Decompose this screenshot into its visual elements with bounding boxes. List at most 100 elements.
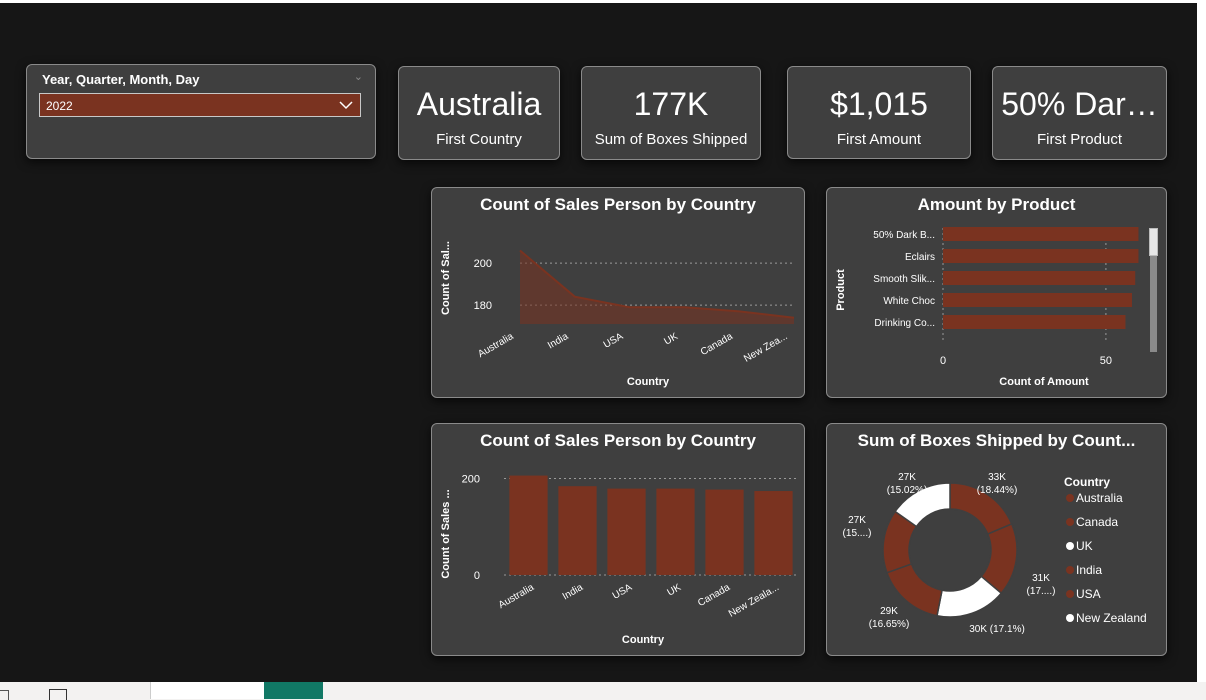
- horizontal-bar-chart: 0 50 50% Dark B... Eclairs Smooth Slik... Whi…: [835, 227, 1139, 388]
- donut-slice: [894, 482, 951, 528]
- y-tick-label: Smooth Slik...: [873, 274, 935, 285]
- donut-chart: 33K (18.44%) 31K (17....) 30K (17.1%) 29K (16.…: [843, 472, 1147, 635]
- x-tick-label: 50: [1100, 355, 1112, 367]
- x-tick-label: UK: [662, 331, 680, 348]
- data-label: 30K (17.1%): [969, 624, 1025, 635]
- x-tick-label: 0: [940, 355, 946, 367]
- legend-marker: [1066, 614, 1074, 622]
- x-tick-label: Australia: [497, 582, 537, 611]
- page-tab[interactable]: [150, 682, 264, 699]
- page-nav-icon[interactable]: [0, 690, 9, 700]
- bar: [943, 315, 1126, 329]
- y-axis-title: Product: [835, 269, 847, 311]
- data-label: 31K: [1032, 573, 1050, 584]
- bar: [754, 491, 793, 575]
- y-tick-label: Eclairs: [905, 252, 935, 263]
- y-tick-label: 50% Dark B...: [873, 230, 935, 241]
- data-label-percent: (15.02%): [887, 485, 928, 496]
- x-tick-label: Canada: [699, 331, 735, 358]
- kpi-value: 50% Dar…: [1001, 86, 1158, 122]
- x-tick-label: India: [561, 582, 586, 603]
- y-axis-title: Count of Sales ...: [440, 489, 452, 578]
- data-label: 33K: [988, 472, 1006, 483]
- x-tick-label: USA: [602, 331, 626, 351]
- legend-marker: [1066, 542, 1074, 550]
- kpi-card-product[interactable]: 50% Dar… First Product: [992, 66, 1167, 160]
- kpi-label: First Amount: [836, 131, 922, 148]
- bar: [943, 249, 1139, 263]
- column-chart-card[interactable]: Count of Sales Person by Country 0 200 Aus…: [431, 423, 805, 656]
- product-bar-chart-card[interactable]: Amount by Product 0 50 50% Dark B... Eclair…: [826, 187, 1167, 398]
- slicer-dropdown[interactable]: 2022: [39, 93, 361, 117]
- data-label: 29K: [880, 606, 898, 617]
- chart-title: Sum of Boxes Shipped by Count...: [857, 431, 1136, 450]
- kpi-value: Australia: [416, 86, 542, 122]
- chart-title: Count of Sales Person by Country: [480, 195, 756, 214]
- data-label-percent: (17....): [1027, 586, 1056, 597]
- x-axis-title: Count of Amount: [999, 376, 1089, 388]
- x-tick-label: New Zea...: [742, 331, 789, 365]
- data-label-percent: (15....): [843, 528, 872, 539]
- kpi-card-amount[interactable]: $1,015 First Amount: [787, 66, 971, 159]
- area-line: [519, 249, 795, 319]
- x-tick-label: USA: [611, 582, 635, 602]
- kpi-value: 177K: [633, 86, 709, 122]
- y-tick-label: 200: [462, 473, 480, 485]
- bar: [943, 293, 1132, 307]
- x-tick-label: Australia: [476, 331, 516, 360]
- bar: [607, 488, 646, 575]
- legend-marker: [1066, 566, 1074, 574]
- y-tick-label: 180: [474, 300, 492, 312]
- bar: [656, 488, 695, 575]
- area-chart: 180 200 Australia India USA UK Canada New Zea..…: [440, 241, 795, 388]
- kpi-card-country[interactable]: Australia First Country: [398, 66, 560, 160]
- top-border: [0, 0, 1197, 3]
- chart-title: Count of Sales Person by Country: [480, 431, 756, 450]
- chart-scrollbar[interactable]: [1149, 228, 1158, 352]
- legend-title: Country: [1064, 475, 1110, 489]
- legend-marker: [1066, 494, 1074, 502]
- kpi-card-boxes[interactable]: 177K Sum of Boxes Shipped: [581, 66, 761, 160]
- x-tick-label: Canada: [696, 582, 732, 609]
- scrollbar-thumb[interactable]: [1149, 228, 1158, 256]
- y-axis-title: Count of Sal...: [440, 241, 452, 315]
- y-tick-label: White Choc: [883, 296, 935, 307]
- data-label-percent: (16.65%): [869, 619, 910, 630]
- legend-marker: [1066, 590, 1074, 598]
- bar: [509, 475, 548, 575]
- slicer-title: Year, Quarter, Month, Day: [42, 72, 200, 87]
- chevron-down-icon[interactable]: [338, 95, 354, 118]
- slicer-selected-value: 2022: [46, 99, 73, 113]
- y-tick-label: Drinking Co...: [874, 318, 935, 329]
- page-view-icon[interactable]: [49, 689, 67, 700]
- right-scrollbar-area: [1197, 0, 1206, 682]
- y-tick-label: 0: [474, 570, 480, 582]
- slicer-collapse-icon[interactable]: ⌄: [353, 71, 363, 83]
- legend-item: New Zealand: [1076, 611, 1147, 625]
- legend-item: UK: [1076, 539, 1093, 553]
- bar: [705, 489, 744, 575]
- date-slicer[interactable]: Year, Quarter, Month, Day ⌄ 2022: [26, 64, 376, 159]
- kpi-value: $1,015: [830, 86, 928, 122]
- x-tick-label: India: [546, 331, 571, 352]
- area-fill: [520, 250, 794, 324]
- data-label: 27K: [848, 515, 866, 526]
- kpi-label: Sum of Boxes Shipped: [594, 131, 748, 148]
- kpi-label: First Country: [436, 131, 522, 148]
- legend-item: India: [1076, 563, 1102, 577]
- legend-item: Australia: [1076, 491, 1123, 505]
- x-axis-title: Country: [627, 376, 670, 388]
- page-tab-active[interactable]: [264, 682, 323, 699]
- x-tick-label: New Zeala...: [727, 582, 781, 620]
- y-tick-label: 200: [474, 258, 492, 270]
- x-axis-title: Country: [622, 634, 665, 646]
- donut-chart-card[interactable]: Sum of Boxes Shipped by Count... 33K (18.…: [826, 423, 1167, 656]
- bar: [558, 486, 597, 575]
- data-label: 27K: [898, 472, 916, 483]
- x-tick-label: UK: [665, 582, 683, 599]
- bar: [943, 271, 1136, 285]
- area-chart-card[interactable]: Count of Sales Person by Country 180 200 A…: [431, 187, 805, 398]
- legend-marker: [1066, 518, 1074, 526]
- data-label-percent: (18.44%): [977, 485, 1018, 496]
